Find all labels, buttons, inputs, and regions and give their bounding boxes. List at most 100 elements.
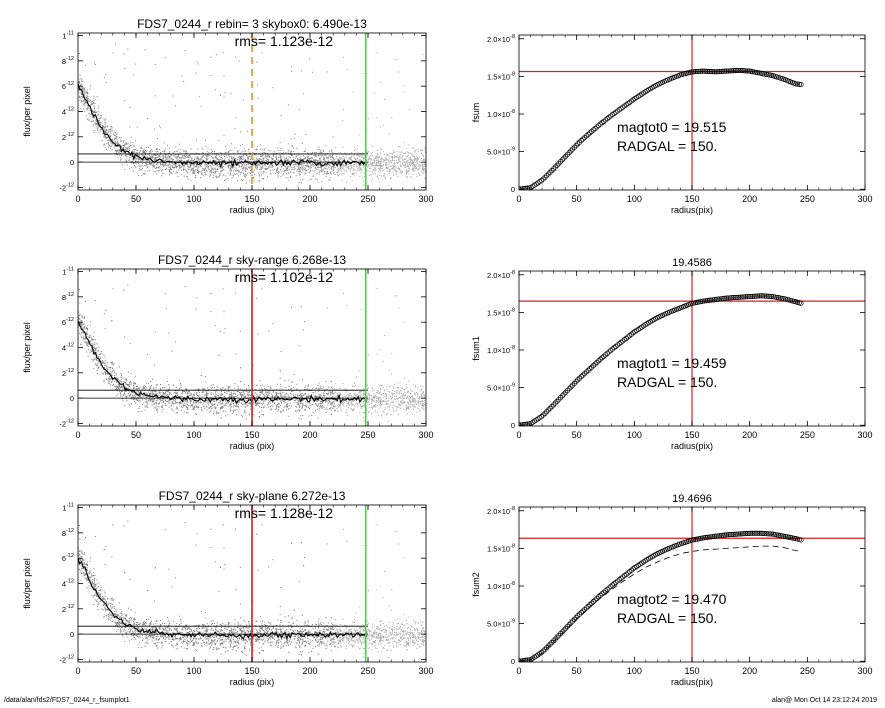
data-point <box>200 164 202 166</box>
data-point <box>270 164 272 166</box>
data-point <box>127 48 129 50</box>
data-point <box>219 174 221 176</box>
data-point <box>403 164 405 166</box>
data-point <box>215 54 217 56</box>
data-point <box>272 161 273 162</box>
data-point <box>369 174 371 176</box>
data-point <box>232 167 233 169</box>
data-point <box>269 166 271 168</box>
data-point <box>99 115 101 117</box>
data-point <box>343 56 344 58</box>
curve-point <box>749 69 756 75</box>
data-point <box>272 155 274 157</box>
data-point <box>196 164 198 166</box>
data-point <box>382 159 384 161</box>
data-point <box>300 164 302 166</box>
data-point <box>195 177 197 179</box>
data-point <box>213 170 215 172</box>
data-point <box>400 171 402 173</box>
data-point <box>292 168 294 170</box>
data-point <box>285 166 287 168</box>
curve-point <box>525 185 531 190</box>
data-point <box>340 167 341 169</box>
data-point <box>195 174 197 176</box>
data-point <box>196 158 198 160</box>
data-point <box>158 170 160 171</box>
data-point <box>418 171 420 173</box>
data-point <box>199 159 201 161</box>
data-point <box>414 165 416 166</box>
data-point <box>184 169 186 171</box>
curve-point <box>549 168 555 174</box>
data-point <box>413 165 415 167</box>
data-point <box>330 172 331 174</box>
data-point <box>373 161 375 163</box>
data-point <box>97 129 99 131</box>
data-point <box>383 399 385 401</box>
data-point <box>236 169 238 171</box>
data-point <box>353 156 355 158</box>
data-point <box>165 159 167 161</box>
data-point <box>132 142 134 143</box>
data-point <box>86 327 88 329</box>
data-point <box>163 164 165 166</box>
data-point <box>174 396 176 398</box>
data-point <box>411 396 413 398</box>
data-point <box>240 163 242 165</box>
data-point <box>239 160 240 162</box>
data-point <box>408 170 410 172</box>
data-point <box>91 115 93 117</box>
data-point <box>298 173 300 174</box>
data-point <box>262 165 264 167</box>
data-point <box>300 166 301 168</box>
data-point <box>231 413 233 414</box>
data-point <box>325 157 327 159</box>
data-point <box>226 157 228 158</box>
data-point <box>272 158 274 160</box>
data-point <box>357 145 359 147</box>
data-point <box>146 146 148 148</box>
data-point <box>275 154 277 156</box>
data-point <box>120 157 122 159</box>
data-point <box>216 165 218 167</box>
data-point <box>193 166 195 168</box>
data-point <box>210 171 212 173</box>
data-point <box>318 160 320 162</box>
data-point <box>423 166 425 167</box>
data-point <box>321 401 323 402</box>
curve-point <box>718 68 724 75</box>
data-point <box>378 161 380 163</box>
data-point <box>292 381 293 383</box>
data-point <box>330 173 332 175</box>
data-point <box>92 101 93 103</box>
data-point <box>243 172 244 174</box>
y-tick-label: 1-11 <box>62 31 74 41</box>
data-point <box>400 170 402 172</box>
data-point <box>151 157 153 159</box>
data-point <box>166 164 168 166</box>
data-point <box>383 173 385 175</box>
data-point <box>330 167 332 169</box>
data-point <box>380 152 381 154</box>
data-point <box>103 134 105 136</box>
data-point <box>414 163 416 165</box>
data-point <box>318 173 320 175</box>
data-point <box>242 99 244 101</box>
data-point <box>358 154 360 156</box>
data-point <box>153 128 155 130</box>
data-point <box>289 166 291 168</box>
x-axis-label: radius (pix) <box>230 205 275 215</box>
data-point <box>335 409 336 411</box>
data-point <box>317 405 319 407</box>
data-point <box>290 391 292 392</box>
data-point <box>213 168 215 170</box>
data-point <box>220 158 222 160</box>
data-point <box>184 157 185 159</box>
data-point <box>383 395 385 397</box>
curve-point <box>573 142 579 149</box>
data-point <box>149 170 151 172</box>
data-point <box>133 146 135 148</box>
data-point <box>391 162 392 163</box>
data-point <box>153 166 155 168</box>
data-point <box>193 163 195 165</box>
